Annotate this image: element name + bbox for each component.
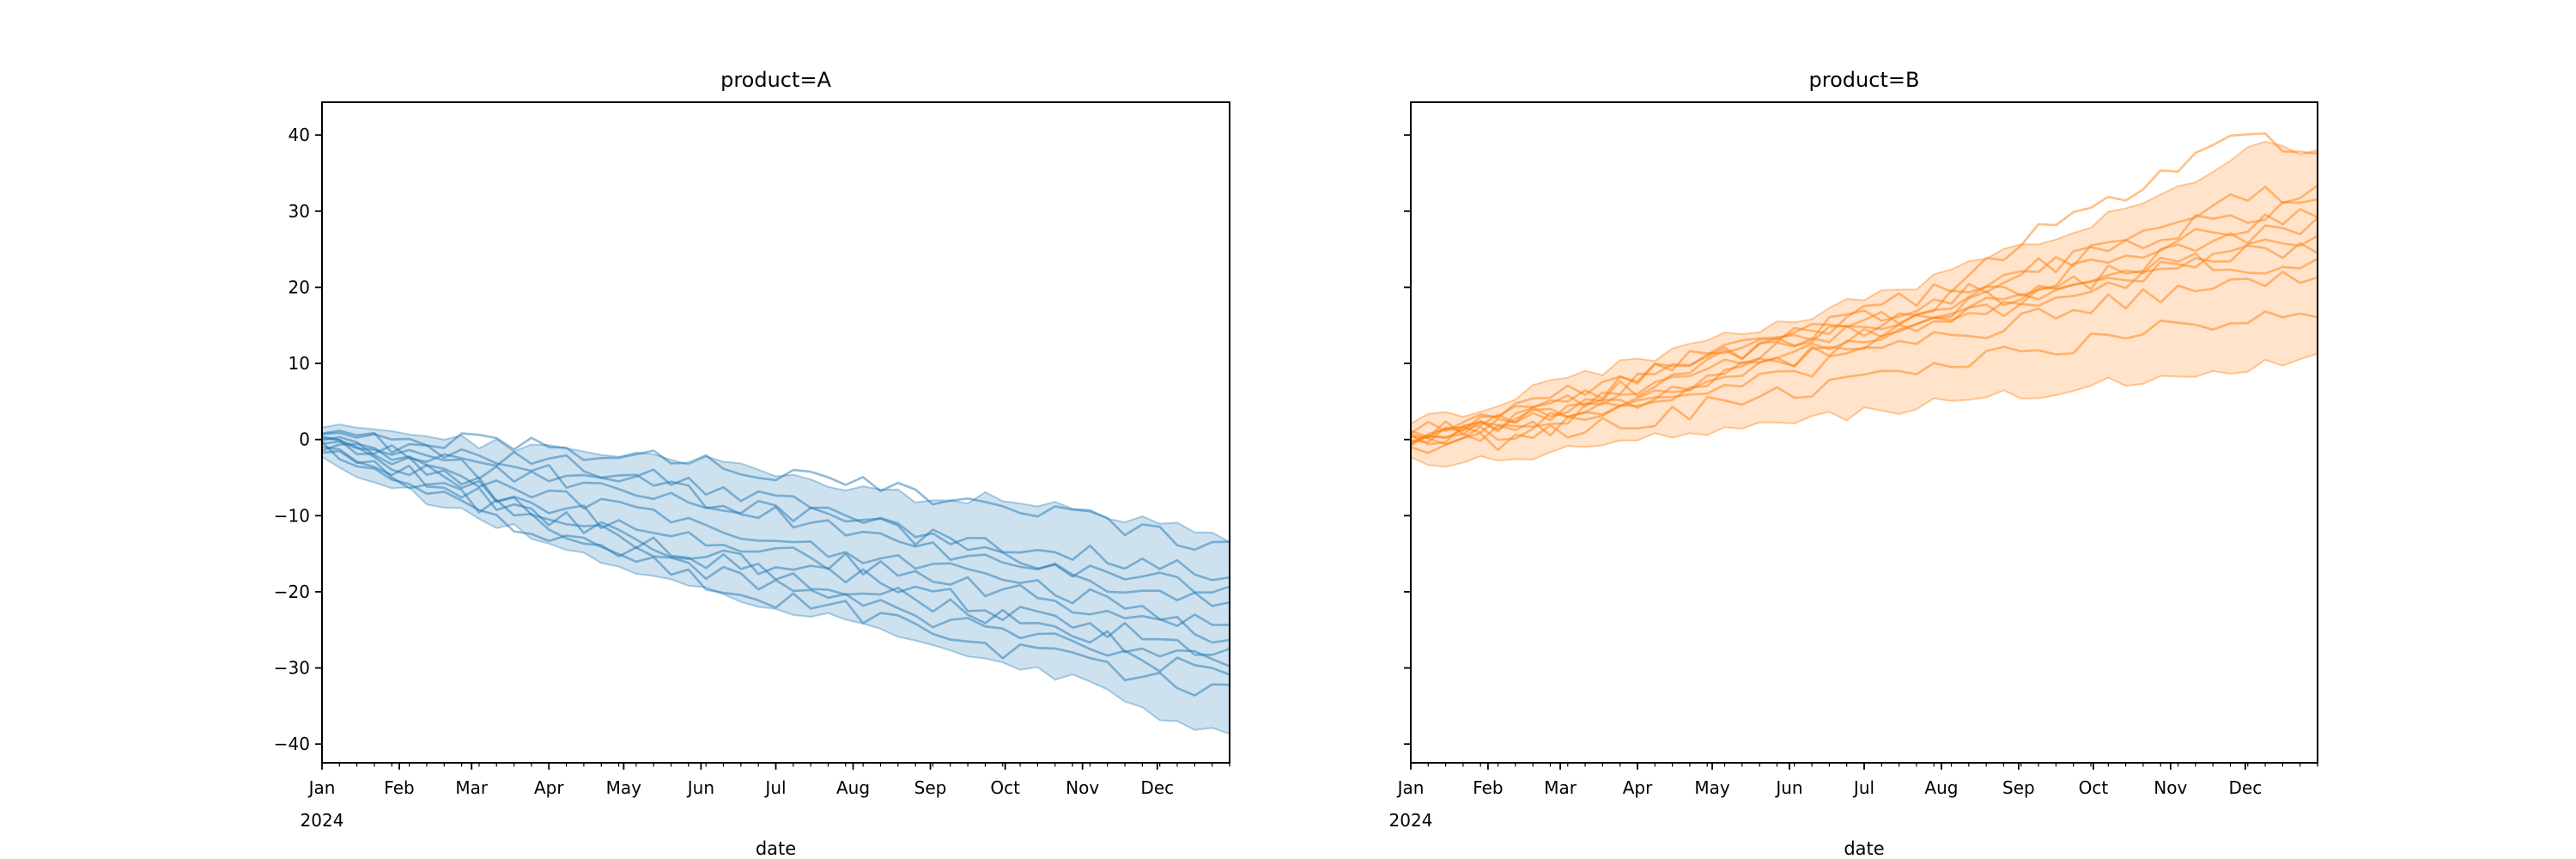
confidence-band — [1411, 142, 2318, 467]
x-tick-label: May — [1694, 777, 1730, 798]
x-tick-year-label: 2024 — [1389, 810, 1433, 831]
panel-title: product=B — [1809, 68, 1920, 92]
x-tick-label: Mar — [1544, 777, 1577, 798]
y-tick-label: 0 — [299, 430, 310, 450]
band-top-edge — [1410, 140, 2318, 424]
panel-title: product=A — [720, 68, 831, 92]
series-line-walk-01 — [320, 430, 1231, 551]
panel-product-A: −40 −30 −20 −10 0 10 20 30 40 Jan 2024 Feb Mar Apr May… — [274, 68, 1231, 859]
x-tick-label: Oct — [990, 777, 1020, 798]
x-tick-label: Jun — [1774, 777, 1802, 798]
y-tick-label: −20 — [274, 582, 310, 602]
series-line-walk-10 — [320, 440, 1231, 697]
x-tick-label: Aug — [836, 777, 870, 798]
series-line-walk-10 — [1409, 310, 2319, 452]
x-tick-label: Jan — [307, 777, 336, 798]
band-bottom-edge — [1410, 352, 2318, 468]
series-line-walk-03 — [1409, 198, 2319, 444]
series-line-walk-02 — [320, 435, 1231, 582]
y-tick-label: 30 — [289, 201, 310, 222]
band-bottom-edge — [321, 455, 1230, 735]
y-tick-label: 40 — [289, 125, 310, 145]
y-tick-label: 10 — [289, 353, 310, 374]
x-axis-label: date — [1844, 838, 1884, 859]
x-tick-label: Apr — [1623, 777, 1653, 798]
series-line-walk-07 — [320, 445, 1231, 656]
y-tick-label: −40 — [274, 734, 310, 754]
series-line-walk-06 — [320, 436, 1231, 644]
x-tick-label: Nov — [2154, 777, 2187, 798]
y-tick-label: −10 — [274, 505, 310, 526]
x-tick-label: Sep — [914, 777, 947, 798]
x-tick-year-label: 2024 — [301, 810, 344, 831]
x-tick-label: Sep — [2002, 777, 2035, 798]
x-tick-label: Oct — [2079, 777, 2109, 798]
series-line-walk-03 — [320, 440, 1231, 594]
series-line-walk-02 — [1409, 184, 2319, 444]
y-tick-label: −30 — [274, 658, 310, 679]
x-axis-label: date — [756, 838, 796, 859]
x-tick-label: Jun — [686, 777, 714, 798]
series-line-walk-04 — [320, 431, 1231, 607]
y-tick-label: 20 — [289, 277, 310, 297]
x-tick-label: Jul — [1852, 777, 1874, 798]
x-tick-label: Feb — [384, 777, 414, 798]
x-tick-label: Dec — [1140, 777, 1174, 798]
x-tick-label: Jan — [1396, 777, 1425, 798]
x-tick-label: Nov — [1066, 777, 1099, 798]
x-tick-label: Aug — [1924, 777, 1958, 798]
series-line-walk-07 — [1409, 241, 2319, 448]
panel-product-B: Jan 2024 Feb Mar Apr May Jun Jul Aug Sep Oct Nov Dec… — [1389, 68, 2319, 859]
series-line-walk-08 — [1409, 252, 2319, 438]
x-tick-label: Mar — [455, 777, 489, 798]
x-tick-label: Apr — [534, 777, 564, 798]
x-tick-label: May — [606, 777, 642, 798]
x-tick-label: Feb — [1473, 777, 1503, 798]
series-line-walk-09 — [320, 449, 1231, 676]
series-line-walk-09 — [1409, 271, 2319, 445]
x-tick-label: Dec — [2229, 777, 2263, 798]
x-tick-label: Jul — [763, 777, 786, 798]
